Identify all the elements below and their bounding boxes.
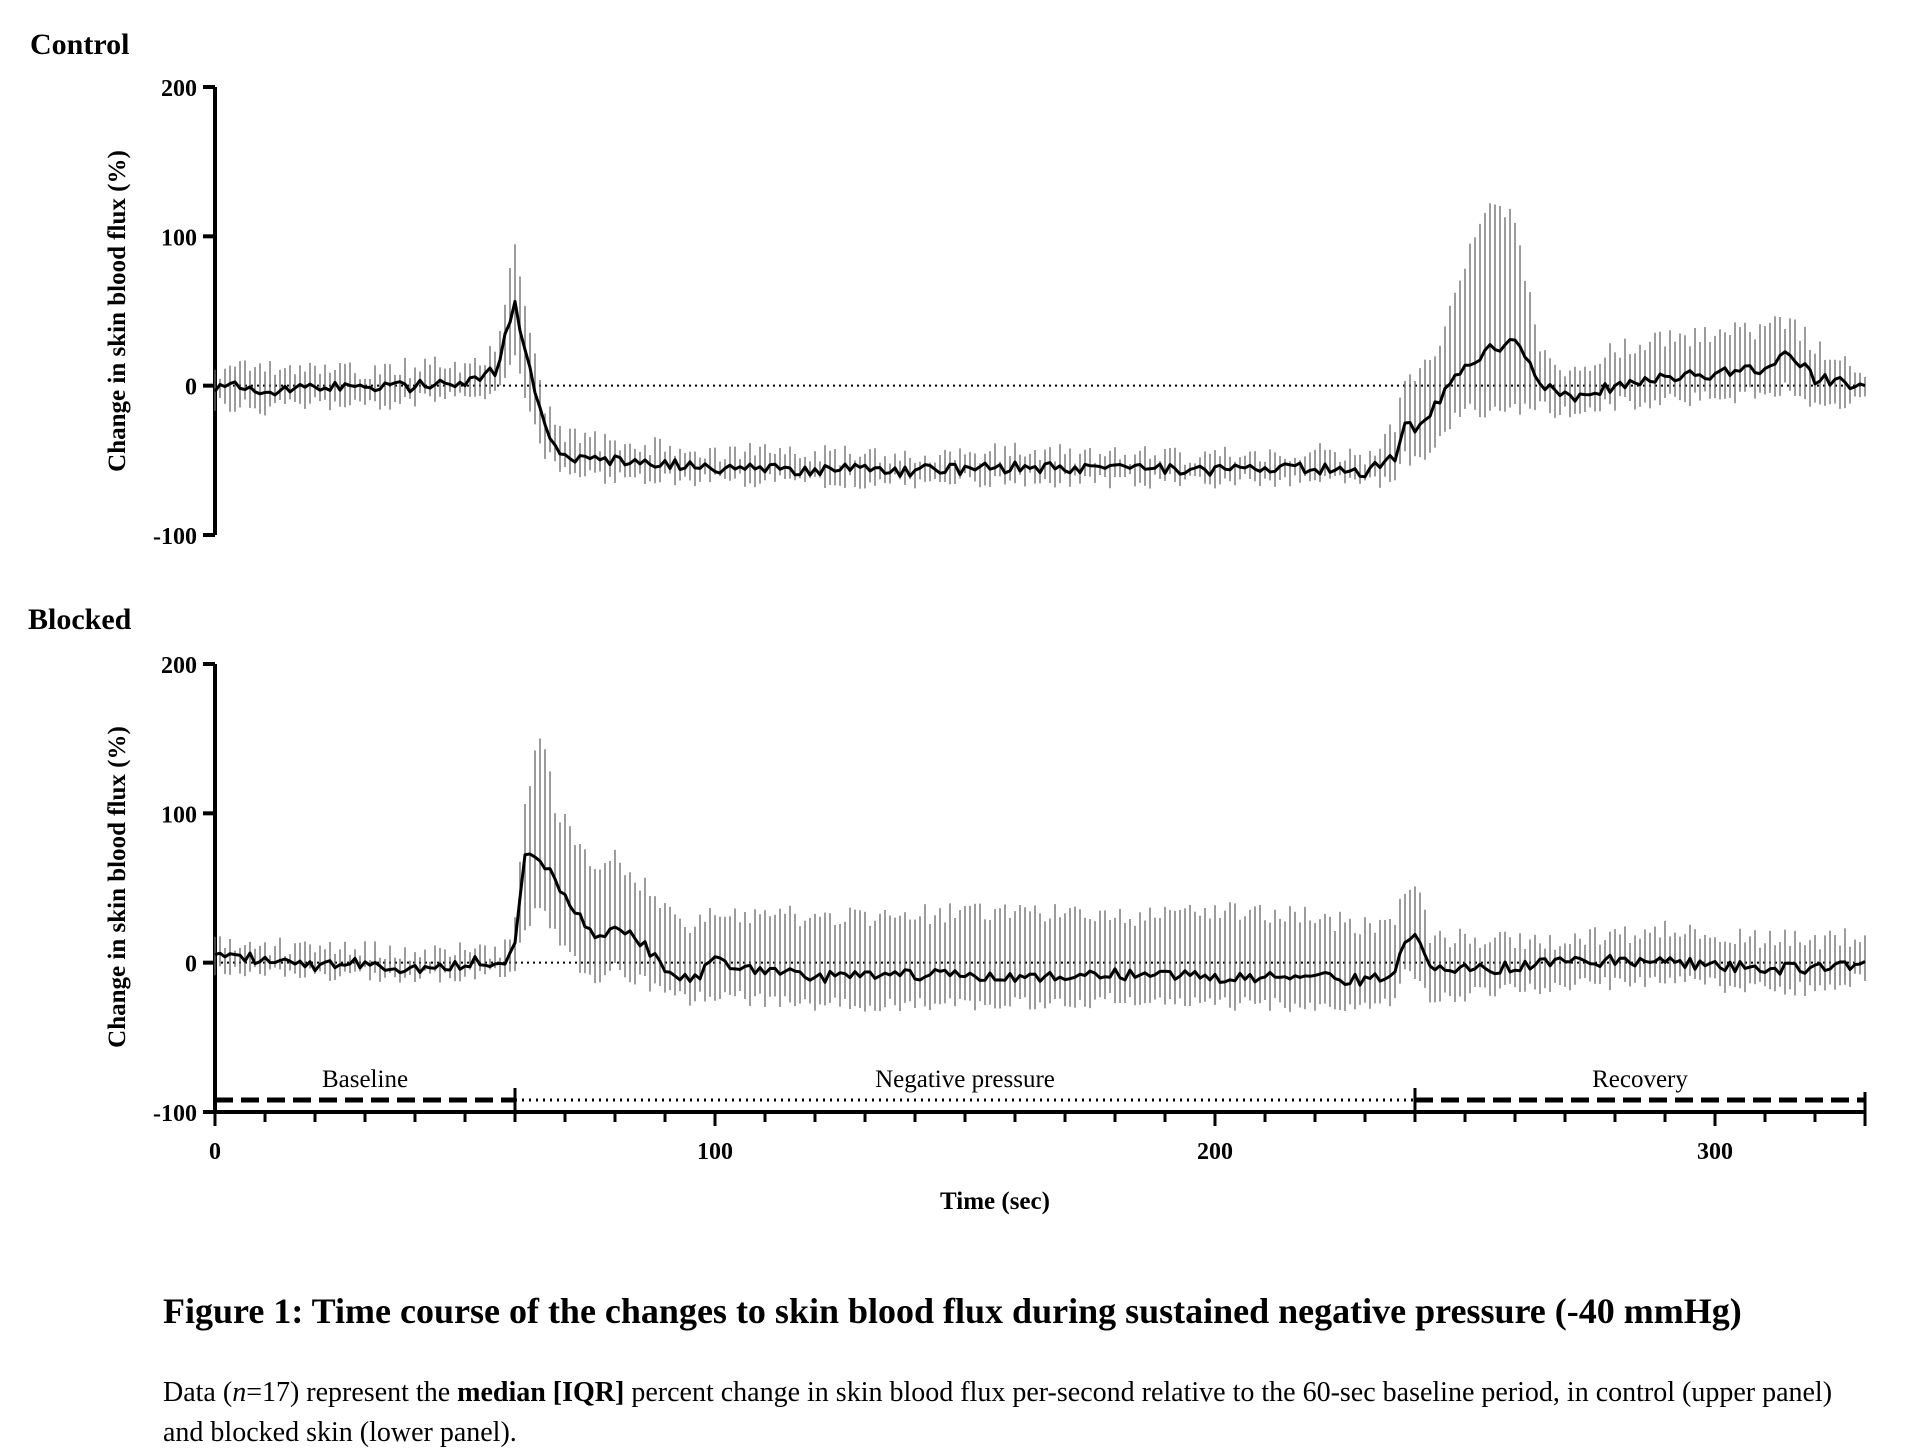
- x-axis-label: Time (sec): [940, 1188, 1050, 1215]
- control-panel: -100 0 100 200: [153, 76, 1866, 550]
- phase-bar: Baseline Negative pressure Recovery: [215, 1066, 1865, 1112]
- phase-label: Recovery: [1592, 1066, 1688, 1093]
- y-axis-label-control: Change in skin blood flux (%): [104, 150, 131, 472]
- caption-text-a: Data (: [163, 1377, 233, 1408]
- median-line: [214, 852, 1866, 987]
- panel-label-control: Control: [30, 28, 129, 61]
- figure-chart: Control Blocked Change in skin blood flu…: [28, 28, 1867, 1215]
- x-tick-label: 300: [1697, 1139, 1733, 1165]
- blocked-panel: -100 0 100 200 0 100 200 300: [153, 653, 1867, 1165]
- y-tick-label: 0: [185, 952, 197, 978]
- iqr-error-bars: [214, 738, 1866, 1012]
- figure-caption-title: Figure 1: Time course of the changes to …: [163, 1291, 1742, 1331]
- median-line: [213, 299, 1866, 479]
- y-tick-label: 200: [161, 76, 197, 102]
- caption-text-bold: median [IQR]: [457, 1377, 625, 1408]
- caption-text-b: =17) represent the: [246, 1377, 458, 1408]
- x-tick-label: 0: [209, 1139, 221, 1165]
- phase-label: Baseline: [322, 1066, 408, 1093]
- x-tick-label: 200: [1197, 1139, 1233, 1165]
- caption-n-symbol: n: [232, 1377, 247, 1408]
- iqr-error-bars: [214, 203, 1866, 489]
- y-axis-label-blocked: Change in skin blood flux (%): [104, 726, 131, 1048]
- y-tick-label: 200: [161, 653, 197, 679]
- figure-caption-body: Data (n=17) represent the median [IQR] p…: [163, 1373, 1843, 1453]
- y-tick-label: 100: [161, 802, 197, 828]
- x-tick-label: 100: [697, 1139, 733, 1165]
- caption-text-c: percent change in skin blood flux per-se…: [163, 1377, 1833, 1448]
- phase-label: Negative pressure: [875, 1066, 1055, 1093]
- y-tick-label: -100: [153, 1101, 197, 1127]
- y-tick-label: -100: [153, 524, 197, 550]
- panel-label-blocked: Blocked: [28, 603, 132, 636]
- y-tick-label: 0: [185, 375, 197, 401]
- y-tick-label: 100: [161, 225, 197, 251]
